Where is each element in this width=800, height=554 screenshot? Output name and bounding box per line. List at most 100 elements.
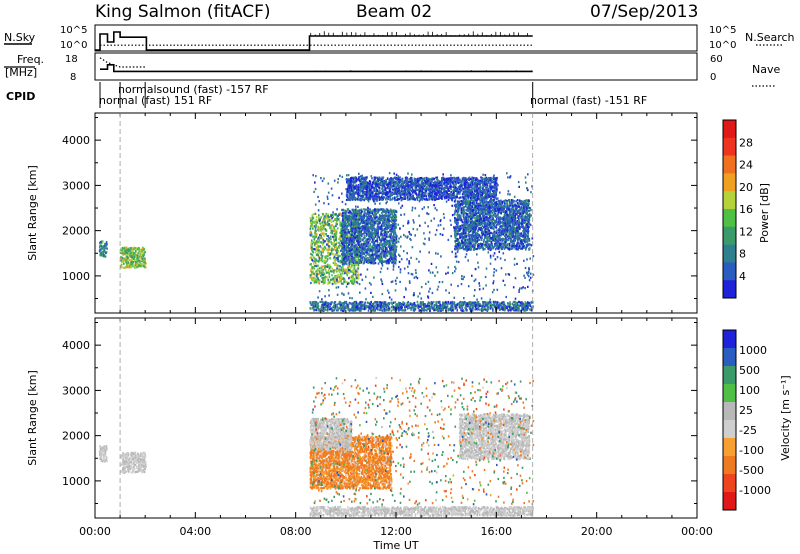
range-cell <box>475 190 477 193</box>
range-cell <box>415 188 418 192</box>
range-cell <box>461 195 464 199</box>
range-cell <box>353 240 356 243</box>
range-cell <box>350 276 353 279</box>
range-cell <box>144 256 146 260</box>
range-cell <box>397 178 400 181</box>
range-cell <box>380 196 382 199</box>
range-cell <box>371 252 374 255</box>
range-cell <box>332 277 335 280</box>
range-cell <box>338 270 341 273</box>
range-cell <box>385 235 387 238</box>
range-cell <box>371 236 373 239</box>
range-cell <box>128 263 130 267</box>
range-cell <box>309 276 312 279</box>
range-cell <box>321 224 323 227</box>
range-cell <box>354 262 357 265</box>
range-cell <box>323 232 326 235</box>
range-cell <box>378 244 380 247</box>
range-cell <box>341 212 344 215</box>
range-cell <box>330 213 332 216</box>
range-cell <box>479 188 481 191</box>
range-cell <box>357 247 360 250</box>
range-cell <box>341 256 343 259</box>
range-cell <box>443 190 446 194</box>
range-cell <box>357 220 360 223</box>
range-cell <box>387 186 390 189</box>
range-cell <box>462 187 465 190</box>
range-cell <box>136 260 138 263</box>
range-cell <box>322 233 324 236</box>
range-cell <box>331 230 334 233</box>
range-cell <box>420 176 423 180</box>
range-cell <box>375 213 377 216</box>
range-cell <box>385 189 387 192</box>
range-cell <box>124 266 126 269</box>
range-cell <box>478 190 481 193</box>
range-cell <box>367 227 370 230</box>
range-cell <box>368 213 371 217</box>
range-cell <box>321 221 324 224</box>
range-cell <box>348 243 350 246</box>
range-cell <box>362 247 364 250</box>
range-cell <box>488 195 491 198</box>
range-cell <box>318 221 321 224</box>
range-cell <box>472 196 475 199</box>
range-cell <box>348 178 350 181</box>
nave-tick-top: 60 <box>710 54 723 65</box>
range-cell <box>358 216 360 219</box>
range-cell <box>390 184 393 187</box>
range-cell <box>330 235 332 238</box>
range-cell <box>418 191 420 194</box>
range-cell <box>380 212 383 215</box>
range-cell <box>342 234 345 237</box>
range-cell <box>429 194 432 198</box>
range-cell <box>346 234 349 238</box>
range-cell <box>100 252 103 255</box>
range-cell <box>355 197 357 201</box>
range-cell <box>378 216 381 219</box>
range-cell <box>460 179 463 182</box>
range-cell <box>359 255 361 258</box>
range-cell <box>138 252 141 255</box>
range-cell <box>357 230 359 233</box>
range-cell <box>363 237 365 240</box>
range-cell <box>444 185 447 188</box>
range-cell <box>341 227 344 230</box>
range-cell <box>348 238 350 241</box>
range-cell <box>320 267 323 270</box>
range-cell <box>360 182 362 186</box>
range-cell <box>396 195 398 198</box>
range-cell <box>438 188 440 191</box>
date-title: 07/Sep/2013 <box>590 2 698 22</box>
range-cell <box>121 250 123 253</box>
range-cell <box>457 180 459 183</box>
range-cell <box>395 248 397 251</box>
range-cell <box>347 185 349 188</box>
range-cell <box>388 217 391 220</box>
range-cell <box>410 182 412 185</box>
range-cell <box>397 183 400 187</box>
range-cell <box>494 179 496 182</box>
range-cell <box>398 188 400 191</box>
range-cell <box>345 228 348 231</box>
range-cell <box>422 182 424 185</box>
range-cell <box>309 227 312 230</box>
range-cell <box>101 254 104 257</box>
range-cell <box>312 278 314 281</box>
range-cell <box>343 224 345 227</box>
range-cell <box>379 242 381 245</box>
range-cell <box>438 186 440 190</box>
range-cell <box>377 228 380 231</box>
range-cell <box>493 183 496 186</box>
range-cell <box>330 238 332 241</box>
range-cell <box>426 198 428 201</box>
range-cell <box>330 229 333 232</box>
range-cell <box>394 197 396 200</box>
range-cell <box>331 267 333 270</box>
range-cell <box>330 278 332 281</box>
range-cell <box>365 208 367 211</box>
range-cell <box>346 231 348 234</box>
range-cell <box>120 257 122 260</box>
range-cell <box>349 198 351 201</box>
